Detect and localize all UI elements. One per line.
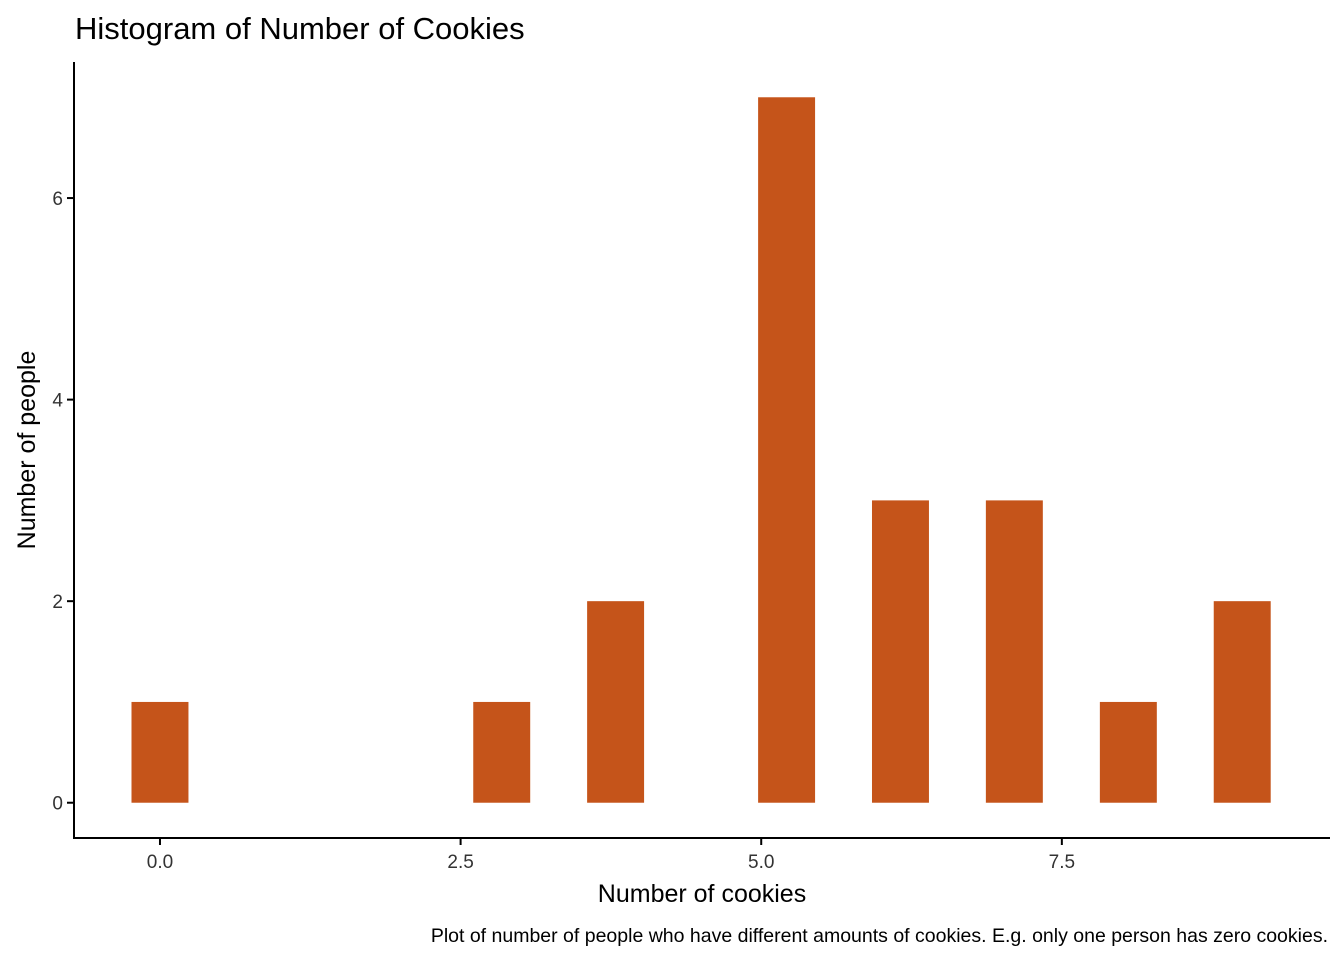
histogram-bar [1099,701,1157,803]
bars-group [131,97,1271,803]
axes-group: 0.0 2.5 5.0 7.5 0 2 4 6 [52,62,1330,873]
x-axis-label: Number of cookies [598,880,806,908]
x-tick-label: 5.0 [748,852,774,873]
histogram-bar [985,500,1043,803]
y-tick-label: 6 [52,189,63,210]
histogram-bar [131,701,189,803]
y-tick-label: 0 [52,794,63,815]
x-tick-label: 0.0 [147,852,173,873]
histogram-bar [473,701,531,803]
y-tick-label: 4 [52,391,63,412]
chart-caption: Plot of number of people who have differ… [431,925,1328,947]
y-axis-label: Number of people [13,351,41,550]
chart-title: Histogram of Number of Cookies [75,11,525,46]
x-tick-label: 7.5 [1049,852,1075,873]
histogram-bar [587,601,645,803]
x-tick-label: 2.5 [447,852,473,873]
histogram-bar [1213,601,1271,803]
histogram-bar [871,500,929,803]
y-tick-label: 2 [52,592,63,613]
histogram-bar [758,97,816,803]
